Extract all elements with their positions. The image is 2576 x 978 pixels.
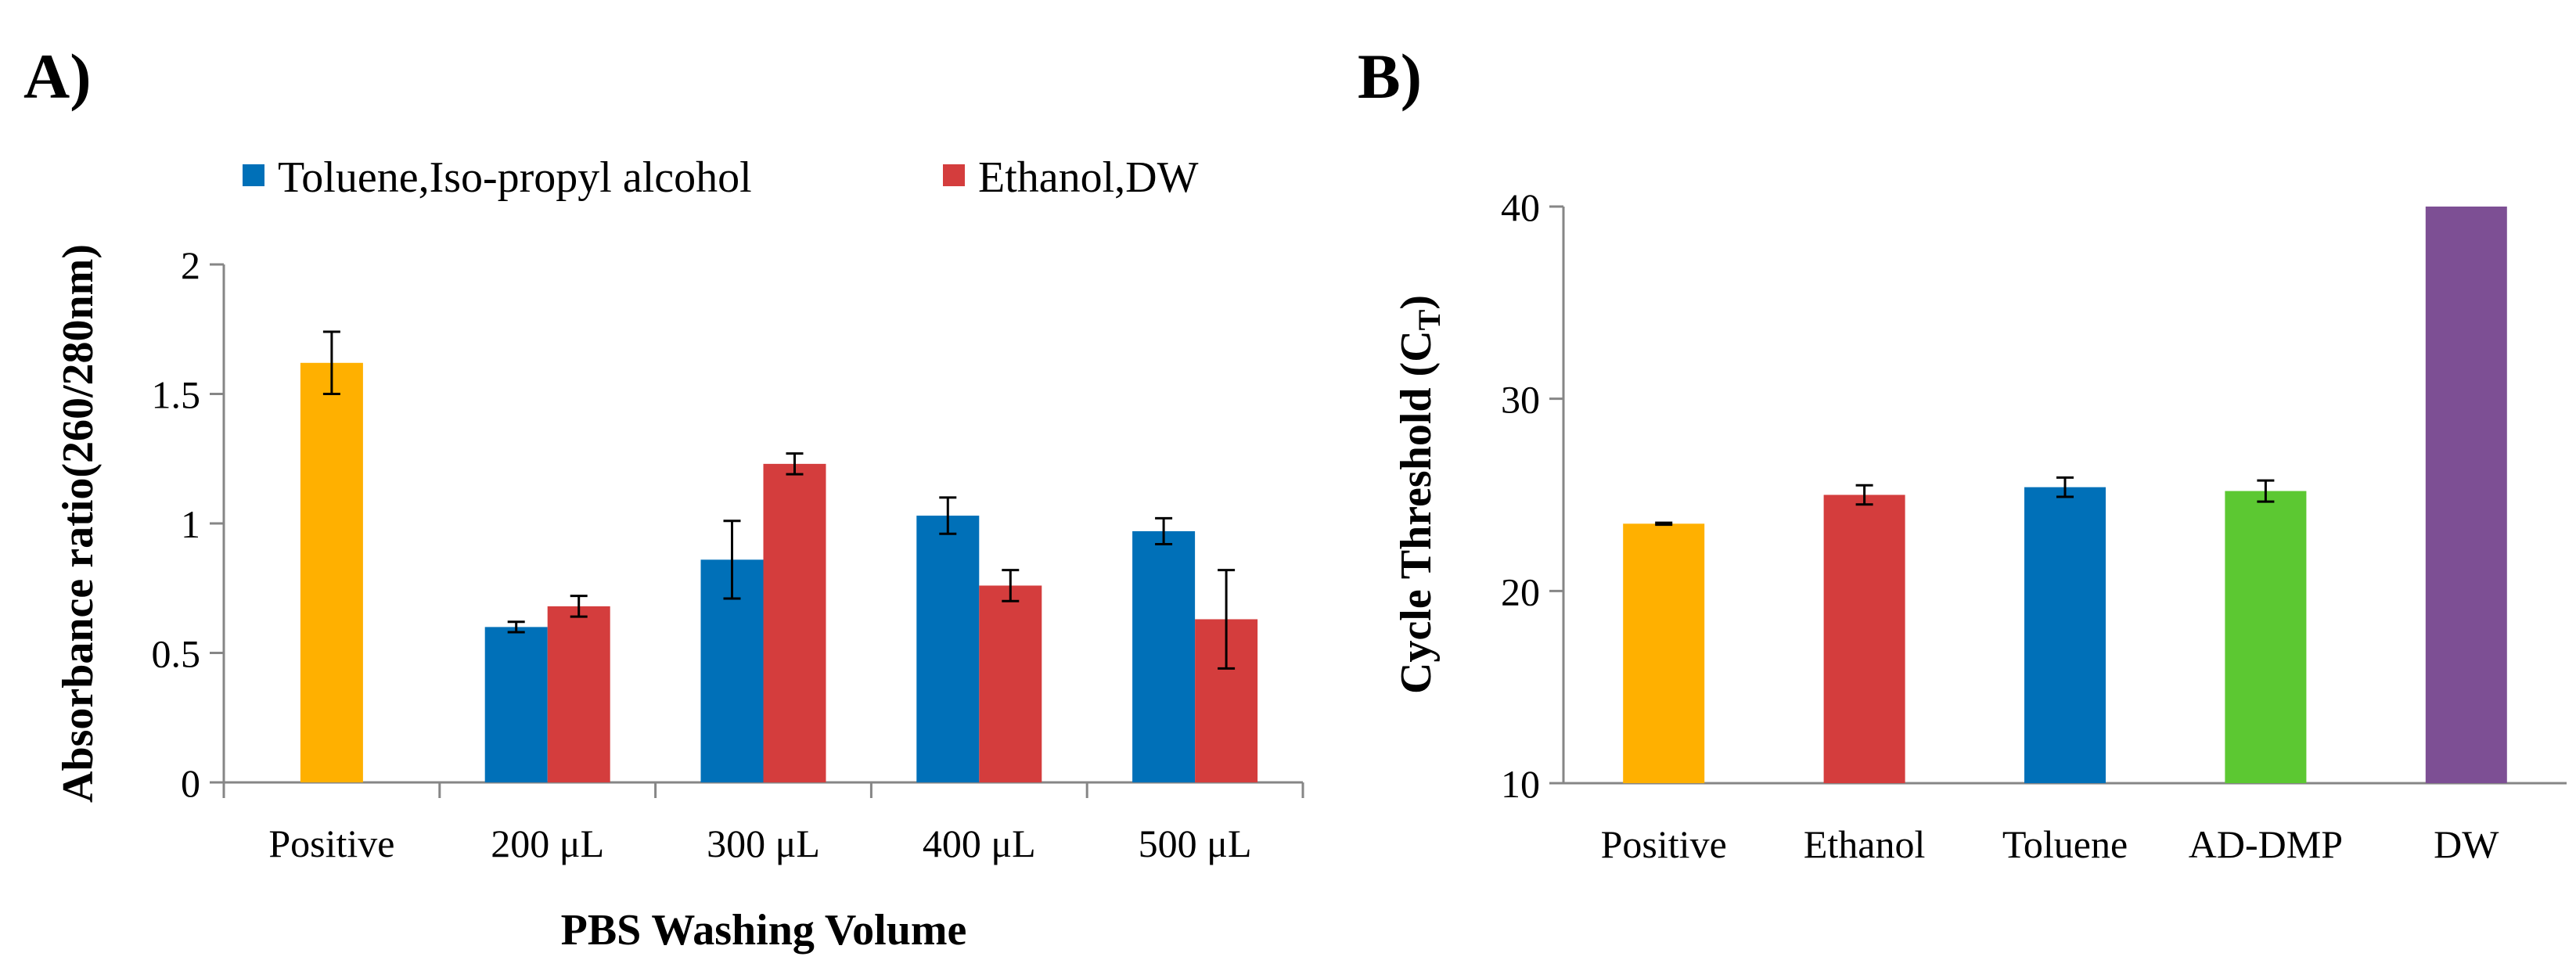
b-x-tick-label: Ethanol [1804, 822, 1926, 866]
errorbar-a-toluene-iso-propyl-alcohol-400-l [939, 496, 957, 535]
legend-label-toluene-iso-propyl-alcohol: Toluene,Iso-propyl alcohol [278, 153, 752, 202]
bar-b-toluene [2024, 487, 2106, 783]
a-y-tick-label: 1 [181, 502, 200, 546]
errorbar-b-ad-dmp [2257, 479, 2275, 503]
b-x-tick-label: Positive [1601, 822, 1727, 866]
errorbar-a-toluene-iso-propyl-alcohol-300-l [723, 520, 741, 600]
b-y-tick-label: 10 [1501, 762, 1540, 806]
bar-a-ethanol-dw-200-l [547, 606, 610, 782]
bar-b-positive [1623, 523, 1705, 783]
bar-b-ethanol [1823, 494, 1905, 783]
bar-a-toluene-iso-propyl-alcohol-200-l [484, 627, 548, 782]
errorbar-a-toluene-iso-propyl-alcohol-500-l [1155, 516, 1173, 545]
b-y-axis-title-end: ) [1392, 295, 1441, 310]
a-x-tick-label: 400 μL [923, 822, 1036, 865]
a-y-tick-label: 0.5 [152, 632, 201, 676]
errorbar-a-ethanol-dw-200-l [570, 595, 588, 618]
a-y-tick-label: 1.5 [152, 373, 201, 417]
a-x-tick-label: 300 μL [707, 822, 820, 865]
bar-b-ad-dmp [2225, 491, 2307, 783]
b-x-tick-label: AD-DMP [2189, 822, 2343, 866]
errorbar-b-positive [1655, 521, 1673, 527]
errorbar-b-ethanol [1855, 484, 1873, 506]
errorbar-a-ethanol-dw-500-l [1218, 569, 1236, 670]
b-x-tick-label: DW [2434, 822, 2499, 866]
a-x-tick-label: 500 μL [1139, 822, 1252, 865]
b-y-axis-title: Cycle Threshold (CT) [1392, 295, 1447, 694]
bar-a-toluene-iso-propyl-alcohol-500-l [1132, 530, 1196, 782]
legend-label-ethanol-dw: Ethanol,DW [978, 153, 1199, 202]
errorbar-a-toluene-iso-propyl-alcohol-200-l [507, 620, 525, 634]
panel-b-letter: B) [1358, 41, 1422, 112]
b-y-axis-title-subscript: T [1412, 309, 1447, 330]
bar-a-ethanol-dw-400-l [979, 585, 1042, 782]
bar-a-ethanol-dw-300-l [763, 463, 826, 782]
a-x-tick-label: Positive [268, 822, 394, 865]
a-y-axis-title: Absorbance ratio(260/280nm) [54, 244, 103, 803]
chart-b: 10 20 30 40 Positive Ethanol Toluene AD-DMP DW Cy… [1392, 185, 2567, 866]
errorbar-a-ethanol-dw-400-l [1002, 569, 1020, 602]
legend-swatch-toluene-iso-propyl-alcohol [243, 164, 264, 186]
legend-swatch-ethanol-dw [943, 164, 965, 186]
b-y-tick-label: 20 [1501, 570, 1540, 613]
panel-a-letter: A) [23, 41, 92, 112]
bar-a-positive-positive [300, 362, 363, 782]
a-y-tick-label: 0 [181, 761, 200, 805]
a-x-axis-title: PBS Washing Volume [561, 906, 967, 955]
a-x-tick-label: 200 μL [491, 822, 604, 865]
bar-b-dw [2425, 207, 2507, 783]
b-x-tick-label: Toluene [2002, 822, 2128, 866]
b-y-tick-label: 30 [1501, 378, 1540, 422]
errorbar-b-toluene [2056, 476, 2074, 498]
errorbar-a-positive-positive [322, 330, 340, 395]
bar-a-toluene-iso-propyl-alcohol-400-l [916, 516, 980, 782]
errorbar-a-ethanol-dw-300-l [786, 452, 804, 476]
chart-a: 0 0.5 1 1.5 2 Positive 200 μL 300 μL 400 μL 500 μ… [54, 153, 1304, 955]
b-y-tick-label: 40 [1501, 185, 1540, 229]
a-y-tick-label: 2 [181, 243, 200, 287]
b-y-axis-title-main: Cycle Threshold (C [1392, 330, 1441, 694]
